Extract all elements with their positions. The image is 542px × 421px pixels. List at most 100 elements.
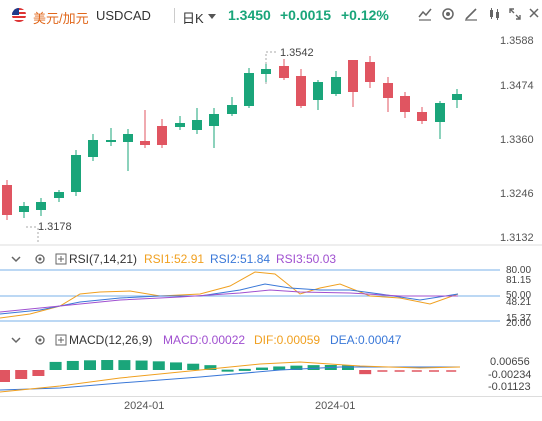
candle-body (227, 105, 237, 114)
rsi-axis-label: 80.00 (506, 265, 532, 276)
candle-body (452, 94, 462, 100)
rsi3-value: RSI3:50.03 (276, 252, 337, 266)
current-price: 1.3450 (228, 7, 271, 23)
rsi-label: RSI(7,14,21) (69, 252, 138, 266)
candle-body (435, 103, 445, 122)
macd-bar (0, 370, 10, 382)
price-axis-label: 1.3360 (500, 134, 534, 146)
candle-body (209, 114, 219, 126)
rsi-chart[interactable] (0, 266, 542, 328)
macd-bar (273, 366, 286, 370)
header-divider (174, 8, 175, 23)
macd-bar (342, 365, 354, 370)
rsi1-line (0, 271, 459, 319)
expand-indicator-icon[interactable] (55, 334, 67, 346)
candle-body (313, 82, 323, 100)
expand-indicator-icon[interactable] (55, 253, 67, 265)
date-axis-label: 2024-01 (315, 400, 356, 412)
price-axis-label: 1.3246 (500, 188, 534, 200)
rsi-axis-label: 15.37 (506, 313, 532, 324)
macd-bar (256, 367, 268, 370)
price-axis-label: 1.3588 (500, 35, 534, 47)
candle-body (19, 206, 29, 212)
collapse-icon[interactable] (10, 334, 22, 346)
macd-bar (238, 368, 251, 371)
timeframe-selector[interactable]: 日K (182, 11, 204, 26)
rsi-axis-label: 20.00 (506, 318, 532, 329)
candle-body (123, 134, 133, 142)
macd-value: MACD:0.00022 (163, 333, 246, 347)
macd-bar (152, 361, 165, 370)
macd-bar (187, 363, 200, 370)
candlestick-chart[interactable] (0, 30, 542, 246)
candle-body (71, 155, 81, 192)
pair-code: USDCAD (96, 8, 151, 23)
candle-body (400, 96, 410, 112)
rsi1-value: RSI1:52.91 (144, 252, 205, 266)
settings-icon[interactable] (34, 253, 46, 265)
rsi3-line (0, 289, 458, 313)
candle-type-icon[interactable] (485, 6, 503, 24)
macd-bar (359, 370, 372, 375)
rsi-axis-label: 48.21 (506, 297, 532, 308)
dif-line (0, 361, 461, 393)
candle-body (348, 60, 358, 92)
price-change-percent: +0.12% (341, 7, 389, 23)
price-axis-label: 1.3474 (500, 80, 534, 92)
macd-bar (84, 360, 96, 370)
macd-bar (118, 360, 131, 370)
macd-bar (221, 369, 234, 372)
candle-body (140, 141, 150, 145)
settings-icon[interactable] (34, 334, 46, 346)
macd-axis-label: -0.01123 (488, 381, 531, 393)
candle-body (36, 202, 46, 210)
high-annotation: 1.3542 (280, 47, 314, 59)
candle-body (296, 76, 306, 106)
chevron-down-icon[interactable] (208, 14, 216, 19)
macd-axis-label: 0.00656 (490, 356, 530, 368)
candle-body (383, 83, 393, 98)
us-flag-icon (12, 8, 26, 22)
candle-body (157, 126, 167, 145)
date-axis-label: 2024-01 (124, 400, 165, 412)
low-annotation: 1.3178 (38, 221, 72, 233)
candle-body (417, 112, 427, 121)
rsi2-value: RSI2:51.84 (210, 252, 271, 266)
pair-name[interactable]: 美元/加元 (33, 11, 89, 26)
rsi-axis-label: 50.00 (506, 290, 532, 301)
macd-axis-label: -0.00234 (488, 369, 532, 381)
dea-value: DEA:0.00047 (330, 333, 402, 347)
candle-body (192, 120, 202, 130)
price-axis-label: 1.3132 (500, 232, 534, 244)
collapse-icon[interactable] (10, 253, 22, 265)
candle-body (54, 192, 64, 198)
close-icon[interactable] (525, 6, 542, 24)
candle-body (331, 77, 341, 94)
expand-icon[interactable] (506, 6, 524, 24)
macd-chart[interactable] (0, 350, 542, 395)
rsi2-line (0, 283, 459, 315)
candle-body (279, 66, 289, 78)
dif-value: DIF:0.00059 (254, 333, 321, 347)
candle-body (106, 140, 116, 142)
macd-bar (101, 360, 114, 370)
line-chart-icon[interactable] (416, 6, 434, 24)
candle-body (244, 73, 254, 106)
price-change: +0.0015 (280, 7, 331, 23)
candle-body (88, 140, 98, 157)
rsi-axis-label: 81.15 (506, 275, 532, 286)
macd-bar (204, 365, 217, 370)
draw-icon[interactable] (462, 6, 480, 24)
macd-bar (32, 370, 45, 376)
macd-bar (15, 370, 28, 379)
macd-label: MACD(12,26,9) (69, 333, 153, 347)
settings-icon[interactable] (439, 6, 457, 24)
candle-body (175, 123, 185, 127)
macd-bar (170, 362, 182, 370)
macd-bar (49, 361, 62, 370)
macd-bar (66, 360, 79, 370)
date-axis-line (0, 396, 542, 397)
candle-body (261, 69, 271, 74)
macd-bar (307, 365, 320, 370)
macd-bar (135, 360, 148, 370)
